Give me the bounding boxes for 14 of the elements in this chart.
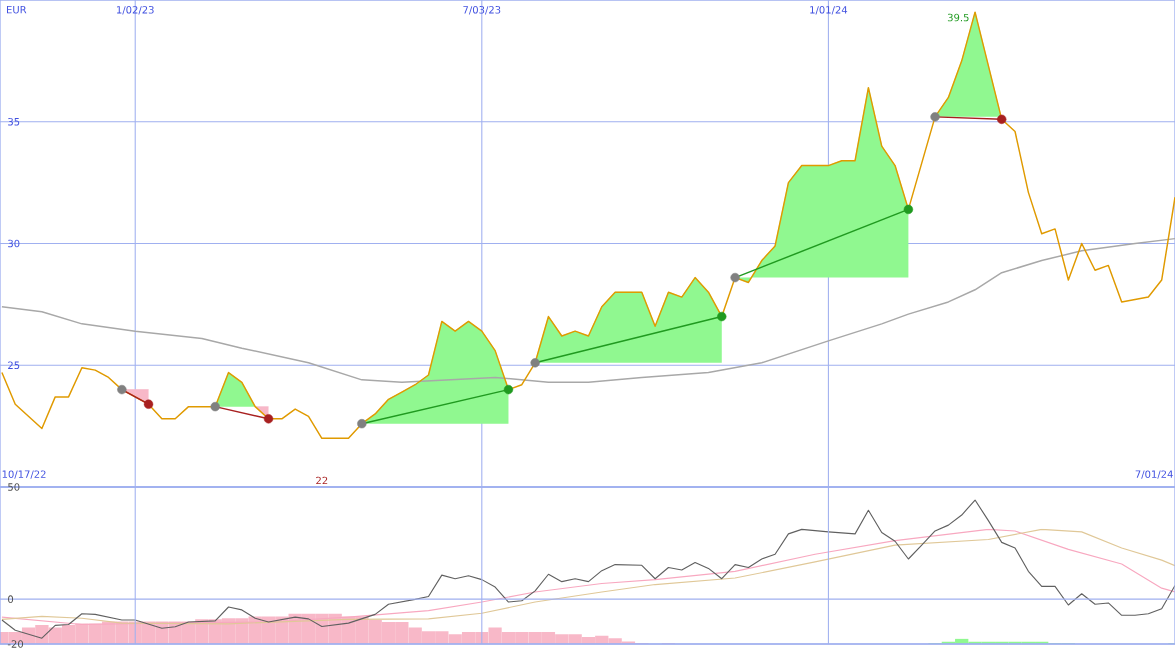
- annotation: 39.5: [947, 13, 969, 22]
- x-tick-label: 7/03/23: [463, 6, 501, 15]
- y-tick-label: 30: [8, 239, 20, 248]
- annotation: 22: [316, 476, 328, 485]
- annotation: 10/17/22: [2, 470, 46, 479]
- x-tick-label: 1/01/24: [810, 6, 848, 15]
- y-tick-label: 0: [8, 595, 14, 603]
- y-tick-label: 35: [8, 117, 20, 126]
- annotation: 7/01/24: [1135, 470, 1173, 479]
- y-tick-label: -20: [7, 640, 24, 648]
- y-tick-label: 50: [8, 483, 20, 491]
- x-tick-label: 1/02/23: [117, 6, 154, 15]
- y-tick-label: 25: [8, 361, 20, 370]
- y-axis-title: EUR: [7, 6, 27, 14]
